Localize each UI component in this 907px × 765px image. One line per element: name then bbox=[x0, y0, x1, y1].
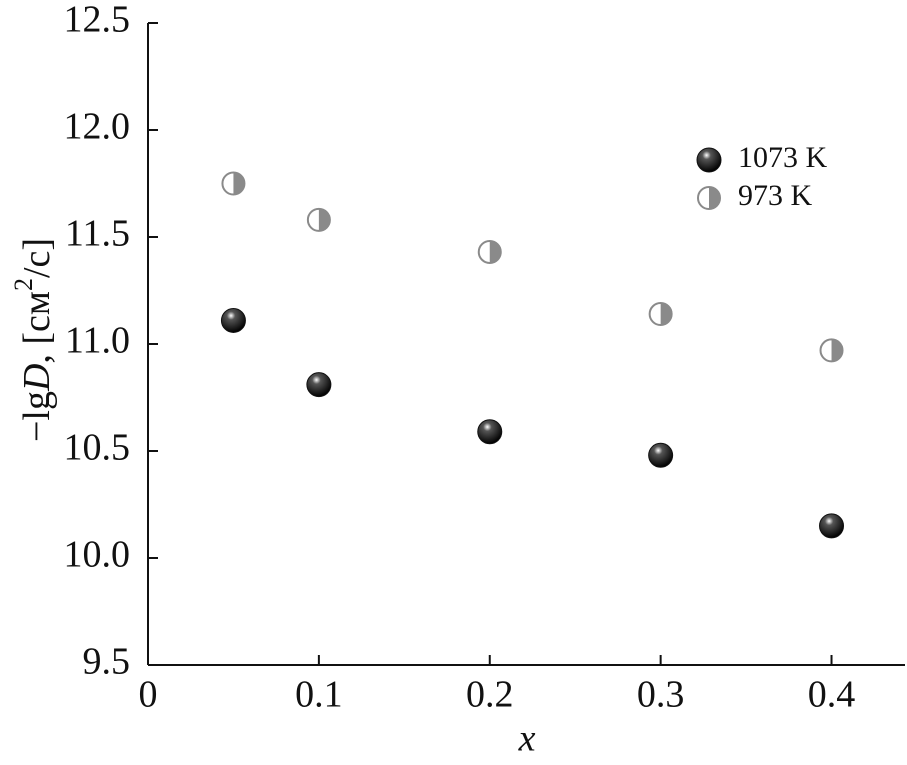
point-ball bbox=[648, 442, 674, 468]
point bbox=[306, 207, 331, 232]
x-tick-label: 0.3 bbox=[637, 674, 685, 716]
y-label-part: D bbox=[16, 364, 58, 392]
point-ball bbox=[477, 419, 503, 445]
x-tick-label: 0 bbox=[139, 674, 158, 716]
point bbox=[819, 513, 845, 539]
point bbox=[648, 442, 674, 468]
point-ball bbox=[696, 147, 722, 173]
point bbox=[220, 307, 246, 333]
point bbox=[477, 239, 502, 264]
y-tick-label: 9.5 bbox=[83, 641, 131, 683]
y-label-part: −lg bbox=[16, 391, 58, 442]
point-ball bbox=[819, 513, 845, 539]
y-label-part: /с] bbox=[16, 238, 58, 278]
legend-label: 1073 K bbox=[738, 141, 828, 174]
y-tick-label: 11.0 bbox=[65, 320, 130, 362]
point-half bbox=[709, 187, 720, 209]
point bbox=[819, 338, 844, 363]
y-label-part: , [см bbox=[16, 291, 58, 364]
point-ball bbox=[306, 372, 332, 398]
point bbox=[221, 171, 246, 196]
point-half bbox=[489, 240, 501, 263]
x-axis-label: x bbox=[518, 718, 536, 760]
y-tick-label: 12.5 bbox=[64, 0, 131, 41]
y-axis-label: −lgD, [см2/с] bbox=[9, 238, 58, 442]
y-tick-label: 11.5 bbox=[65, 213, 130, 255]
point bbox=[306, 372, 332, 398]
point-half bbox=[233, 172, 245, 195]
y-label-part: 2 bbox=[9, 278, 38, 291]
point bbox=[648, 302, 673, 327]
x-tick-label: 0.2 bbox=[466, 674, 514, 716]
y-tick-label: 12.0 bbox=[64, 106, 131, 148]
point-half bbox=[318, 208, 330, 231]
legend-label: 973 K bbox=[738, 179, 813, 212]
point bbox=[477, 419, 503, 445]
point-ball bbox=[220, 307, 246, 333]
point-half bbox=[831, 339, 843, 362]
point bbox=[697, 186, 721, 210]
point-half bbox=[660, 303, 672, 326]
y-tick-label: 10.0 bbox=[64, 534, 131, 576]
x-tick-label: 0.4 bbox=[808, 674, 856, 716]
y-tick-label: 10.5 bbox=[64, 427, 131, 469]
x-tick-label: 0.1 bbox=[295, 674, 343, 716]
point bbox=[696, 147, 722, 173]
